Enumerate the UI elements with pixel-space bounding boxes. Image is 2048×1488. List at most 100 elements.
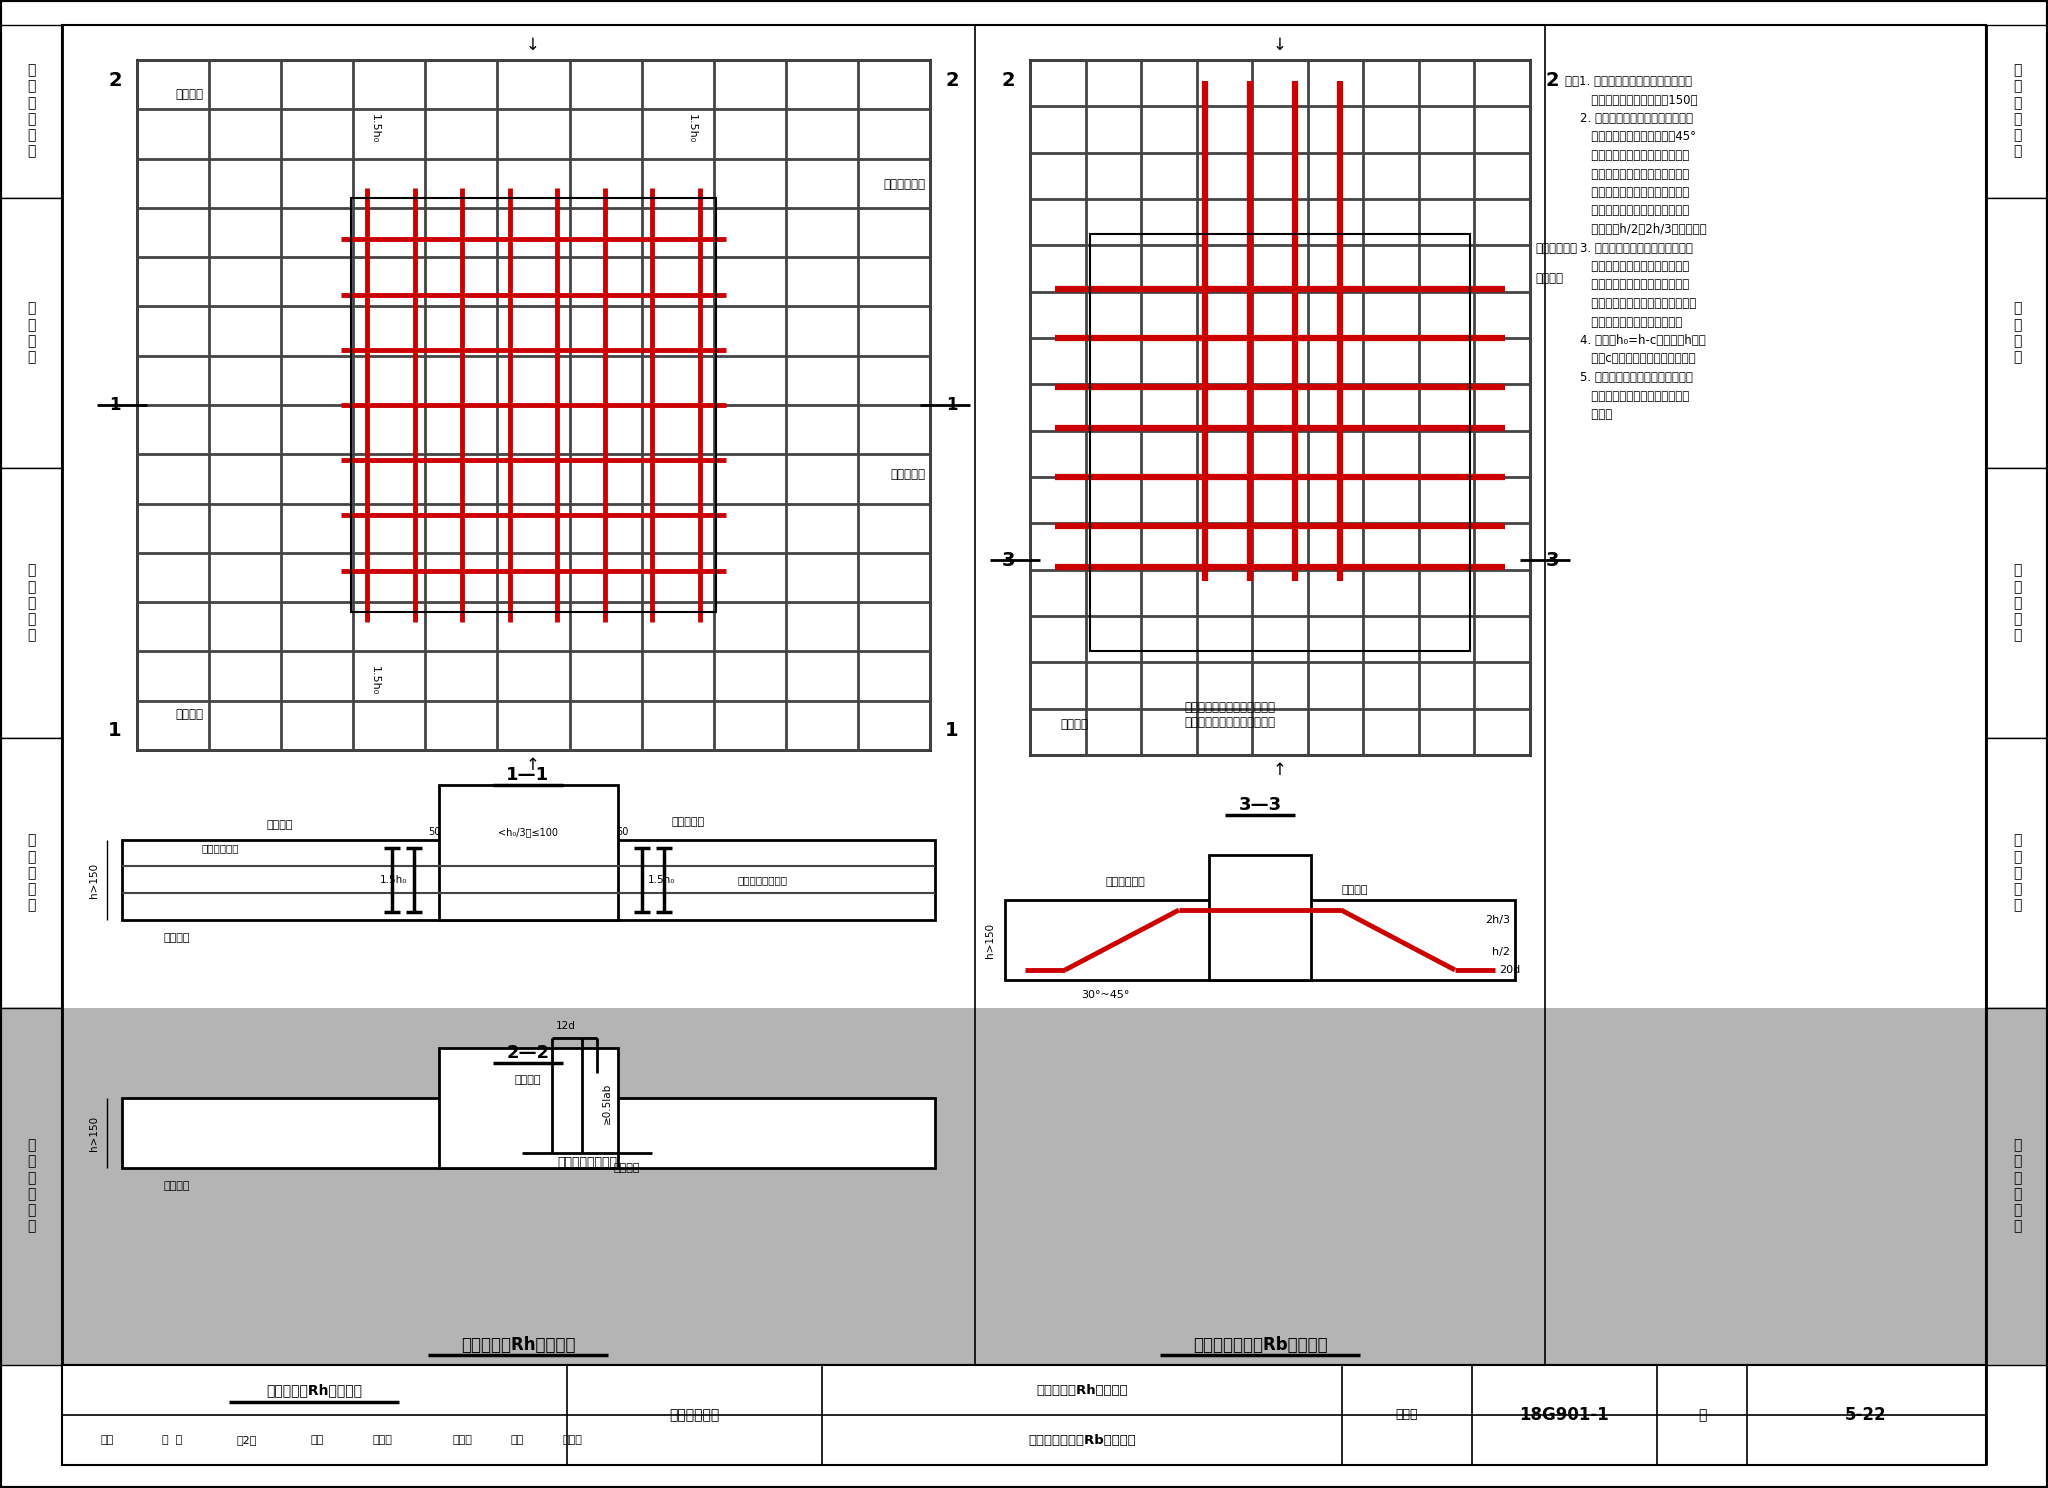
Text: 2: 2 (109, 70, 121, 89)
Text: 2: 2 (1001, 70, 1016, 89)
Text: 柱底标高: 柱底标高 (614, 1164, 641, 1173)
Text: 抗冲切箍筋: 抗冲切箍筋 (891, 467, 926, 481)
Text: 图集号: 图集号 (1397, 1409, 1419, 1421)
Text: 1: 1 (946, 396, 958, 414)
Text: 弯起钢筋: 弯起钢筋 (1341, 885, 1368, 894)
Bar (438, 1048, 618, 1168)
Text: 1: 1 (946, 720, 958, 740)
Bar (1987, 738, 2048, 1007)
Bar (438, 786, 618, 920)
Text: 无
梁
楼
盖
部
分: 无 梁 楼 盖 部 分 (2013, 1138, 2021, 1234)
Text: 抗冲切弯起钢筋Rb构造详图: 抗冲切弯起钢筋Rb构造详图 (1028, 1433, 1137, 1446)
Text: 1: 1 (109, 396, 121, 414)
Text: 1.5h₀: 1.5h₀ (686, 115, 696, 144)
Text: ↓: ↓ (526, 36, 541, 54)
Bar (0, 198, 61, 469)
Text: 板带纵筋: 板带纵筋 (1061, 719, 1087, 732)
Bar (1208, 856, 1311, 981)
Text: 架立钢筋: 架立钢筋 (174, 88, 203, 101)
Text: 审核: 审核 (100, 1434, 113, 1445)
Bar (123, 1098, 936, 1168)
Bar (350, 198, 717, 612)
Text: 剪
力
墙
部
分: 剪 力 墙 部 分 (2013, 564, 2021, 643)
Bar (1987, 1007, 2048, 1364)
Text: 1.5h₀: 1.5h₀ (649, 875, 676, 885)
Text: 张月明: 张月明 (561, 1434, 582, 1445)
Text: h/2: h/2 (1493, 946, 1509, 957)
Text: 2: 2 (1544, 70, 1559, 89)
Text: 框
架
部
分: 框 架 部 分 (2013, 302, 2021, 365)
Text: 板带纵筋: 板带纵筋 (174, 708, 203, 722)
Text: 普
通
板
部
分: 普 通 板 部 分 (2013, 833, 2021, 912)
Text: ↑: ↑ (1274, 760, 1286, 780)
Bar (0, 1007, 61, 1364)
Bar (1987, 25, 2048, 198)
Text: 架立钢筋: 架立钢筋 (266, 820, 293, 830)
Bar (1987, 198, 2048, 469)
Text: 抗冲切弯起钢筋Rb构造详图: 抗冲切弯起钢筋Rb构造详图 (1192, 1336, 1327, 1354)
Text: 无梁楼盖部分: 无梁楼盖部分 (670, 1408, 719, 1423)
Bar (1090, 234, 1470, 650)
Text: 校对: 校对 (311, 1434, 324, 1445)
Text: 冲切破坏锥面: 冲切破坏锥面 (1536, 243, 1577, 256)
Text: 5-22: 5-22 (1845, 1406, 1886, 1424)
Text: 18G901-1: 18G901-1 (1520, 1406, 1610, 1424)
Text: 注：1. 混凝土板中配置抗冲切箍筋或弯
       起钢筋时，板厚不应小于150。
    2. 配置抗冲切箍筋时，箍筋及相应
       位置的架立钢筋应: 注：1. 混凝土板中配置抗冲切箍筋或弯 起钢筋时，板厚不应小于150。 2. 配… (1565, 74, 1706, 421)
Text: 设计: 设计 (510, 1434, 524, 1445)
Text: 50: 50 (616, 827, 629, 836)
Text: 页: 页 (1698, 1408, 1706, 1423)
Text: 3: 3 (1001, 551, 1014, 570)
Text: 板带纵筋: 板带纵筋 (164, 933, 190, 943)
Text: 2h/3: 2h/3 (1485, 915, 1509, 926)
Text: h>150: h>150 (985, 923, 995, 958)
Bar (1987, 469, 2048, 738)
Text: 1.5h₀: 1.5h₀ (371, 115, 379, 144)
Bar (137, 60, 930, 750)
Text: 弯起钢筋倾斜段和冲切斜环的
斜截面的交点应落在此范围内: 弯起钢筋倾斜段和冲切斜环的 斜截面的交点应落在此范围内 (1184, 701, 1276, 729)
Text: 3—3: 3—3 (1239, 796, 1282, 814)
Text: 抗冲切箍筋Rh构造详图: 抗冲切箍筋Rh构造详图 (461, 1336, 575, 1354)
Text: 刘2次: 刘2次 (238, 1434, 258, 1445)
Text: 12d: 12d (557, 1021, 575, 1031)
Text: ↓: ↓ (1274, 36, 1286, 54)
Text: 无
梁
楼
盖
部
分: 无 梁 楼 盖 部 分 (27, 1138, 35, 1234)
Bar (1030, 60, 1530, 754)
Text: 3: 3 (1546, 551, 1559, 570)
Text: 一
般
构
造
要
求: 一 般 构 造 要 求 (2013, 64, 2021, 159)
Text: h>150: h>150 (88, 1116, 98, 1150)
Text: 宫主注: 宫主注 (453, 1434, 471, 1445)
Text: 冲切破坏锥面: 冲切破坏锥面 (1106, 876, 1145, 887)
Text: 另方向抗冲切箍筋: 另方向抗冲切箍筋 (737, 875, 786, 885)
Text: 高志强: 高志强 (373, 1434, 391, 1445)
Text: 2: 2 (946, 70, 958, 89)
Text: 50: 50 (428, 827, 440, 836)
Text: 柱顶纵向钢筋构造: 柱顶纵向钢筋构造 (557, 1156, 616, 1170)
Text: 框
架
部
分: 框 架 部 分 (27, 302, 35, 365)
Text: 抗冲切箍筋Rh构造详图: 抗冲切箍筋Rh构造详图 (266, 1382, 362, 1397)
Text: 1.5h₀: 1.5h₀ (371, 667, 379, 695)
Text: 1: 1 (109, 720, 121, 740)
Bar (61, 1007, 1987, 1364)
Text: 冲切破坏锥面: 冲切破坏锥面 (203, 844, 240, 853)
Text: <h₀/3且≤100: <h₀/3且≤100 (498, 827, 557, 836)
Text: ↑: ↑ (526, 756, 541, 774)
Text: 20d: 20d (1499, 966, 1520, 975)
Text: h>150: h>150 (88, 863, 98, 897)
Bar (0, 738, 61, 1007)
Text: 剪
力
墙
部
分: 剪 力 墙 部 分 (27, 564, 35, 643)
Bar (61, 1364, 1987, 1466)
Bar (0, 25, 61, 198)
Text: 抗冲切箍筋Rh构造详图: 抗冲切箍筋Rh构造详图 (1036, 1384, 1128, 1397)
Text: 1—1: 1—1 (506, 766, 549, 784)
Text: ≥0.5lab: ≥0.5lab (602, 1082, 612, 1123)
Bar (0, 469, 61, 738)
Bar (1006, 900, 1516, 981)
Text: 刘  篾: 刘 篾 (162, 1434, 182, 1445)
Text: 2—2: 2—2 (506, 1045, 549, 1062)
Text: 1.5h₀: 1.5h₀ (381, 875, 408, 885)
Bar (123, 841, 936, 920)
Text: 30°~45°: 30°~45° (1081, 990, 1128, 1000)
Text: 抗冲切箍筋: 抗冲切箍筋 (672, 817, 705, 827)
Text: 架立钢筋: 架立钢筋 (514, 1074, 541, 1085)
Text: 板带纵筋: 板带纵筋 (164, 1181, 190, 1190)
